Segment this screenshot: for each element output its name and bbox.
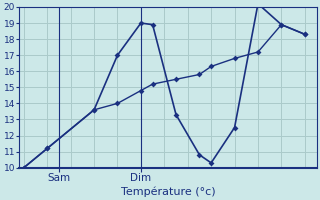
X-axis label: Température (°c): Température (°c) xyxy=(121,186,215,197)
